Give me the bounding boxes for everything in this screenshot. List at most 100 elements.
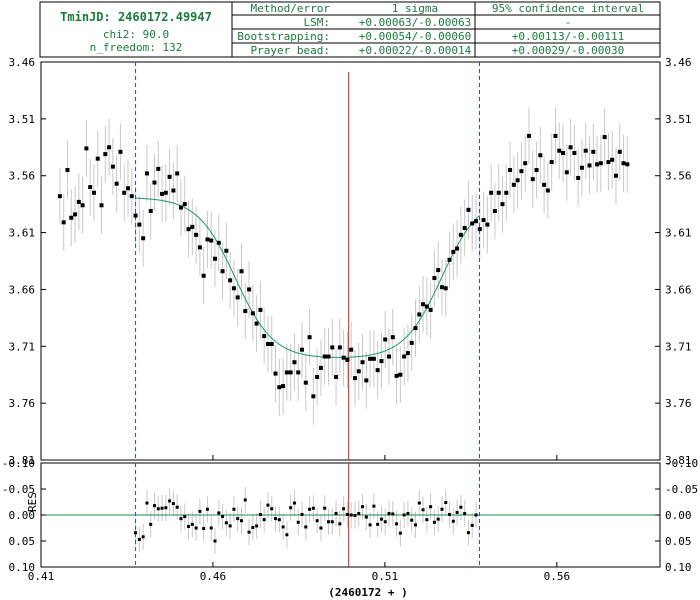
data-point [129,194,134,199]
res-point [448,512,452,516]
col-method-header: Method/error [251,2,331,15]
data-point [515,178,520,183]
res-point [137,537,141,541]
data-point [303,380,308,385]
res-axis-label: RES [26,492,39,512]
data-point [443,286,448,291]
y-axis-right: 3.46 3.51 3.56 3.61 3.66 3.71 3.76 3.81 [655,56,692,467]
data-point [428,307,433,312]
data-point [277,385,282,390]
data-point [474,219,479,224]
data-point [500,202,505,207]
data-point [288,370,293,375]
data-point [171,188,176,193]
data-point [258,307,263,312]
data-point [144,171,149,176]
data-point [519,169,524,174]
data-point [561,150,566,155]
data-point [451,249,456,254]
data-point [458,232,463,237]
res-point [440,507,444,511]
res-point [406,511,410,515]
data-point [606,160,611,165]
chi2-label: chi2: 90.0 [103,28,169,41]
data-point [379,359,384,364]
data-point [470,221,475,226]
data-point [265,342,270,347]
res-point [277,518,281,522]
data-point [216,240,221,245]
res-point [308,507,312,511]
res-point [463,511,467,515]
data-point [201,273,206,278]
data-point [398,372,403,377]
res-point [315,519,319,523]
res-point [183,515,187,519]
data-point [455,246,460,251]
res-point [353,514,357,518]
data-point [375,368,380,373]
data-point [148,208,153,213]
res-point [383,520,387,524]
data-point [80,203,85,208]
data-point [152,180,157,185]
data-point [542,182,547,187]
data-point [489,190,494,195]
res-point [387,511,391,515]
y-axis-left: 3.46 3.51 3.56 3.61 3.66 3.71 3.76 3.81 [9,56,46,467]
res-point [175,505,179,509]
data-point [436,268,441,273]
data-point [167,174,172,179]
data-point [99,203,104,208]
y-tick-label: 3.51 [9,113,36,126]
data-point [568,145,573,150]
row-sigma: +0.00063/-0.00063 [359,16,472,29]
res-point [398,531,402,535]
data-point [84,146,89,151]
res-point [429,505,433,509]
tmin-label: TminJD: 2460172.49947 [60,10,212,24]
data-point [432,276,437,281]
data-point [284,370,289,375]
res-y-tick-label: -0.05 [2,483,35,496]
data-point [235,295,240,300]
data-point [356,369,361,374]
row-sigma: +0.00054/-0.00060 [359,30,472,43]
row-ci: +0.00029/-0.00030 [512,44,625,57]
res-point [134,531,138,535]
x-tick-label: 0.41 [28,570,55,583]
row-ci: +0.00113/-0.00111 [512,30,625,43]
res-point [251,525,255,529]
res-point [296,520,300,524]
res-point [323,506,327,510]
res-point [149,522,153,526]
data-point [598,161,603,166]
res-point [330,520,334,524]
data-point [371,356,376,361]
data-point [564,170,569,175]
res-point [160,506,164,510]
res-point [466,531,470,535]
res-point [391,512,395,516]
res-point [395,522,399,526]
data-point [103,152,108,157]
res-y-axis-left: -0.10 -0.05 0.00 0.05 0.10 [2,457,46,574]
res-point [410,518,414,522]
data-point [572,150,577,155]
y-tick-label: 3.66 [9,283,36,296]
res-point [304,525,308,529]
res-point [342,507,346,511]
res-point [228,524,232,528]
main-plot: 3.46 3.51 3.56 3.61 3.66 3.71 3.76 3.81 3.46 3.5… [9,56,692,467]
res-point [345,512,349,516]
res-point [262,518,266,522]
data-point [175,171,180,176]
res-errorbars [135,486,477,554]
data-point [194,232,199,237]
data-point [390,335,395,340]
x-tick-label: 0.56 [544,570,571,583]
data-point [352,376,357,381]
row-ci: - [565,16,572,29]
data-point [126,186,131,191]
